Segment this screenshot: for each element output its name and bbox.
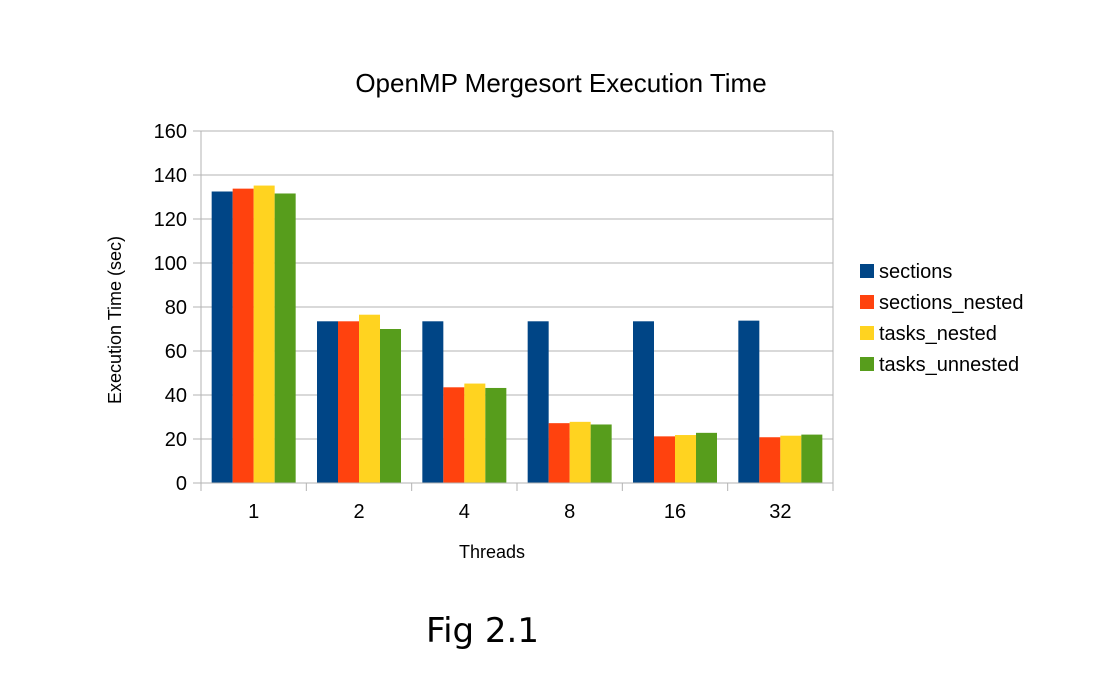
legend-label-sections: sections <box>879 261 952 283</box>
bar-tasks_nested-32 <box>780 435 802 483</box>
bar-sections-16 <box>633 321 654 483</box>
bar-tasks_nested-16 <box>675 435 696 483</box>
bar-sections_nested-8 <box>548 423 570 483</box>
y-tick-label: 120 <box>154 209 187 231</box>
y-tick-label: 80 <box>165 297 187 319</box>
bar-tasks_unnested-16 <box>696 432 717 483</box>
x-axis-label: Threads <box>459 542 525 562</box>
bar-sections-4 <box>422 321 444 483</box>
legend-label-sections_nested: sections_nested <box>879 292 1024 314</box>
bar-sections-1 <box>211 191 233 483</box>
x-tick-label: 4 <box>459 501 470 523</box>
bar-tasks_unnested-1 <box>274 193 296 484</box>
bar-tasks_nested-2 <box>359 314 380 483</box>
bar-sections_nested-16 <box>654 436 675 483</box>
y-tick-label: 60 <box>165 341 187 363</box>
y-tick-label: 100 <box>154 253 187 275</box>
bar-tasks_nested-1 <box>253 185 275 483</box>
x-tick-label: 32 <box>769 501 791 523</box>
legend-label-tasks_nested: tasks_nested <box>879 323 997 345</box>
y-tick-label: 20 <box>165 429 187 451</box>
bar-chart: OpenMP Mergesort Execution Time 0 20 40 60 8… <box>105 68 1024 562</box>
legend-label-tasks_unnested: tasks_unnested <box>879 354 1019 376</box>
legend-swatch-sections_nested <box>860 295 874 309</box>
bar-tasks_unnested-4 <box>485 387 507 483</box>
y-tick-label: 0 <box>176 473 187 495</box>
bar-sections-2 <box>317 321 338 483</box>
gridlines <box>201 130 833 440</box>
x-tick-labels: 1 2 4 8 16 32 <box>248 501 791 523</box>
y-tick-label: 140 <box>154 165 187 187</box>
y-tick-label: 160 <box>154 121 187 143</box>
bar-tasks_unnested-32 <box>801 434 823 483</box>
bar-sections-32 <box>738 320 760 483</box>
bar-sections_nested-1 <box>232 188 254 483</box>
y-tick-label: 40 <box>165 385 187 407</box>
x-tick-label: 8 <box>564 501 575 523</box>
bar-sections_nested-2 <box>338 321 359 483</box>
axes <box>193 130 834 491</box>
x-tick-label: 16 <box>664 501 686 523</box>
y-tick-labels: 0 20 40 60 80 100 120 140 160 <box>154 121 187 495</box>
legend-swatch-sections <box>860 264 874 278</box>
legend-swatch-tasks_unnested <box>860 357 874 371</box>
legend: sections sections_nested tasks_nestedtasks… <box>860 261 1024 376</box>
figure-caption: Fig 2.1 <box>426 611 539 651</box>
bar-tasks_nested-4 <box>464 383 486 483</box>
legend-swatch-tasks_nested <box>860 326 874 340</box>
bar-tasks_unnested-2 <box>380 329 401 483</box>
x-tick-label: 2 <box>353 501 364 523</box>
bar-sections_nested-4 <box>443 387 465 483</box>
bar-tasks_unnested-8 <box>590 424 612 483</box>
bar-sections-8 <box>527 321 549 483</box>
y-axis-label: Execution Time (sec) <box>105 236 125 404</box>
x-tick-label: 1 <box>248 501 259 523</box>
chart-title: OpenMP Mergesort Execution Time <box>355 68 766 98</box>
bar-sections_nested-32 <box>759 437 781 483</box>
bars <box>211 185 823 484</box>
bar-tasks_nested-8 <box>569 421 591 483</box>
